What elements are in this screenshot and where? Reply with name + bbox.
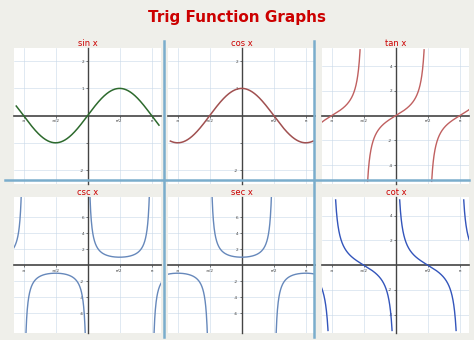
Title: sec x: sec x — [231, 188, 253, 197]
Title: sin x: sin x — [78, 38, 98, 48]
Text: Trig Function Graphs: Trig Function Graphs — [148, 10, 326, 25]
Title: cos x: cos x — [231, 38, 253, 48]
Title: csc x: csc x — [77, 188, 98, 197]
Title: tan x: tan x — [385, 38, 407, 48]
Title: cot x: cot x — [385, 188, 406, 197]
